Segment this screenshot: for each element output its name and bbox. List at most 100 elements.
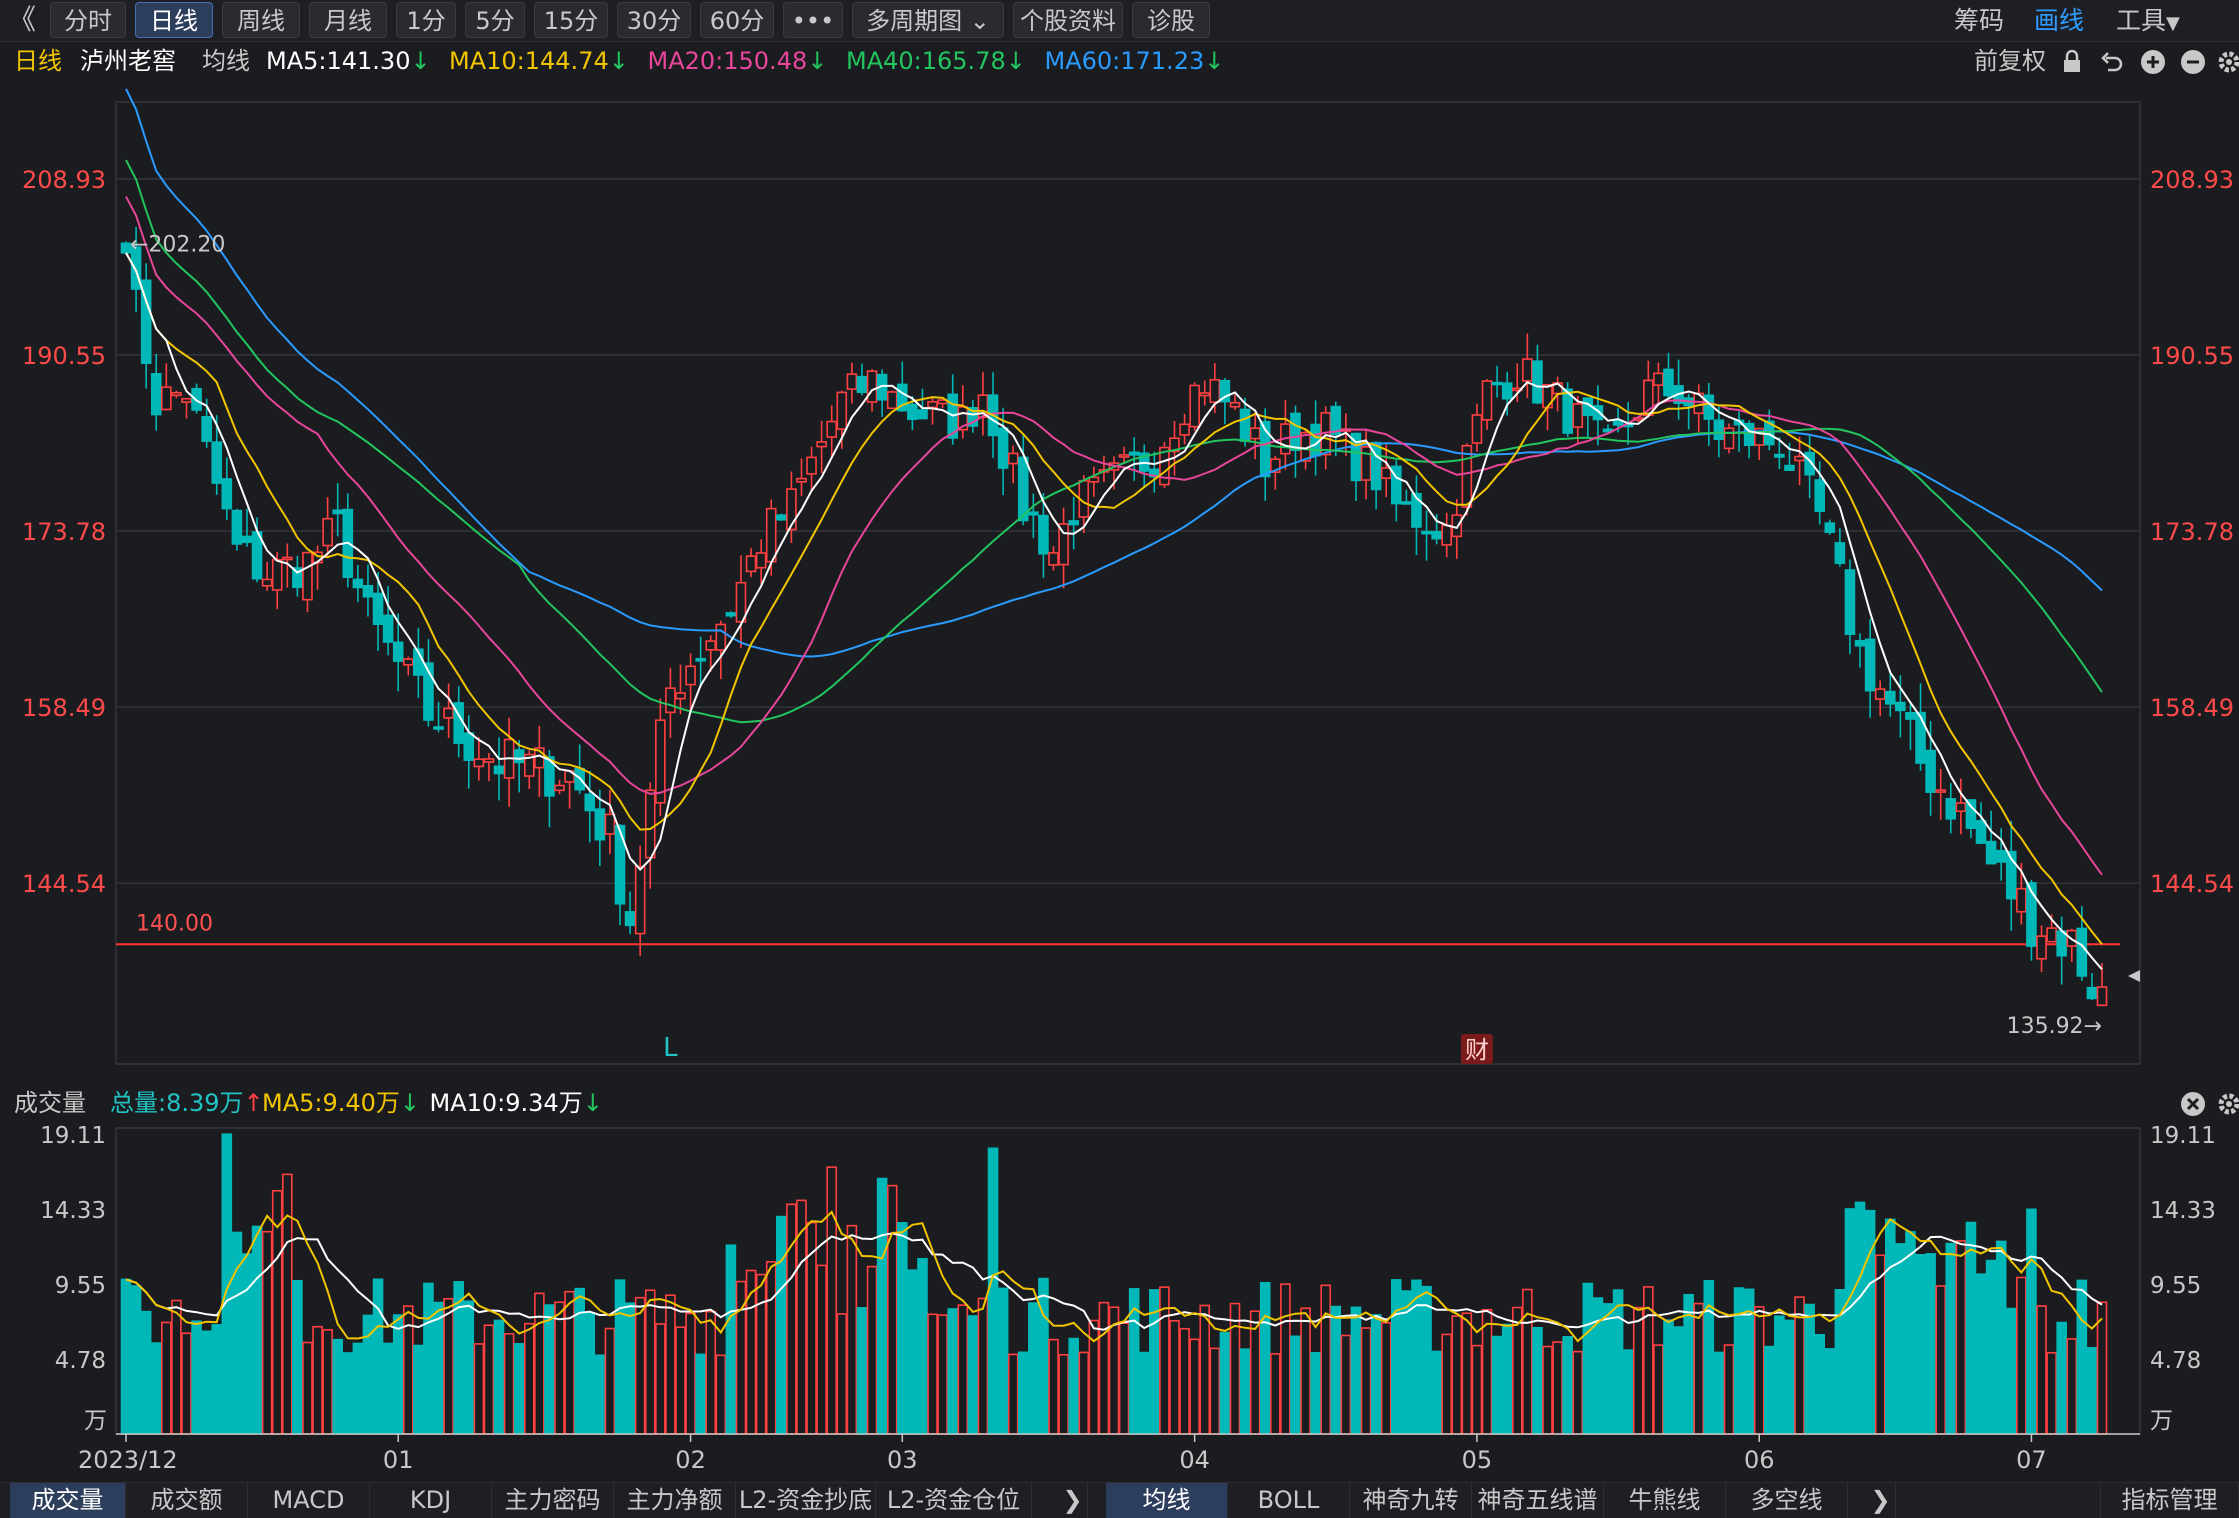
- candle[interactable]: [634, 865, 646, 935]
- candle[interactable]: [1128, 451, 1140, 456]
- candle[interactable]: [614, 824, 626, 905]
- volume-bar[interactable]: [836, 1313, 848, 1435]
- candle[interactable]: [1713, 419, 1725, 440]
- volume-bar[interactable]: [614, 1279, 626, 1435]
- volume-bar[interactable]: [413, 1344, 424, 1435]
- candle[interactable]: [957, 406, 969, 431]
- candle[interactable]: [695, 657, 706, 662]
- volume-bar[interactable]: [201, 1330, 212, 1435]
- candle[interactable]: [322, 517, 333, 547]
- volume-bar[interactable]: [1441, 1333, 1452, 1435]
- candle[interactable]: [1985, 840, 1997, 865]
- volume-bar[interactable]: [987, 1147, 999, 1435]
- volume-bar[interactable]: [554, 1301, 565, 1435]
- volume-bar[interactable]: [977, 1297, 989, 1435]
- volume-bar[interactable]: [1975, 1273, 1987, 1435]
- candle[interactable]: [1501, 382, 1513, 400]
- candle[interactable]: [483, 758, 495, 763]
- volume-bar[interactable]: [1017, 1351, 1029, 1435]
- volume-bar[interactable]: [1189, 1338, 1200, 1435]
- candle[interactable]: [221, 478, 233, 510]
- candle[interactable]: [1360, 446, 1372, 481]
- volume-bar[interactable]: [1048, 1338, 1059, 1435]
- candle[interactable]: [241, 535, 253, 544]
- candle[interactable]: [140, 279, 152, 365]
- volume-bar[interactable]: [1280, 1283, 1291, 1435]
- candle[interactable]: [1471, 414, 1483, 444]
- candle[interactable]: [1118, 454, 1130, 458]
- volume-bar[interactable]: [665, 1294, 676, 1435]
- candle[interactable]: [866, 370, 878, 403]
- volume-bar[interactable]: [1572, 1350, 1584, 1435]
- volume-bar[interactable]: [1239, 1348, 1251, 1435]
- indicator-tab-7[interactable]: L2-资金仓位: [876, 1483, 1032, 1518]
- candle[interactable]: [1249, 427, 1261, 440]
- candle[interactable]: [675, 692, 686, 700]
- candle[interactable]: [423, 662, 434, 721]
- volume-bar[interactable]: [594, 1354, 606, 1435]
- volume-bar[interactable]: [433, 1301, 444, 1435]
- volume-bar[interactable]: [161, 1321, 172, 1435]
- volume-bar[interactable]: [1169, 1319, 1180, 1435]
- candle[interactable]: [765, 507, 777, 563]
- volume-bar[interactable]: [1491, 1335, 1503, 1435]
- candle[interactable]: [1895, 701, 1906, 712]
- candle[interactable]: [624, 911, 636, 927]
- volume-bar[interactable]: [493, 1319, 505, 1435]
- candle[interactable]: [1874, 688, 1886, 700]
- volume-bar[interactable]: [292, 1279, 303, 1435]
- volume-bar[interactable]: [120, 1278, 132, 1435]
- volume-bar[interactable]: [1330, 1305, 1342, 1435]
- volume-bar[interactable]: [1431, 1350, 1442, 1435]
- candle[interactable]: [655, 719, 666, 804]
- volume-bar[interactable]: [755, 1273, 767, 1435]
- candle[interactable]: [1239, 408, 1251, 442]
- candle[interactable]: [231, 509, 243, 545]
- volume-chart[interactable]: 19.11 19.11 14.33 14.33 9.55 9.55 4.78 4.78 万 万 20…: [0, 1120, 2239, 1482]
- candle[interactable]: [1784, 464, 1795, 471]
- candle[interactable]: [1169, 437, 1180, 453]
- volume-bar[interactable]: [725, 1244, 737, 1435]
- event-marker-l[interactable]: L: [663, 1033, 678, 1063]
- volume-bar[interactable]: [927, 1313, 938, 1435]
- candle[interactable]: [433, 726, 444, 730]
- volume-bar[interactable]: [1028, 1302, 1039, 1435]
- candle[interactable]: [1058, 523, 1069, 566]
- volume-bar[interactable]: [1038, 1277, 1049, 1435]
- volume-bar[interactable]: [907, 1269, 918, 1435]
- candle[interactable]: [554, 784, 565, 792]
- volume-bar[interactable]: [655, 1323, 666, 1435]
- tools-menu[interactable]: 工具▼: [2116, 4, 2180, 41]
- volume-bar[interactable]: [150, 1342, 162, 1435]
- volume-bar[interactable]: [564, 1290, 575, 1435]
- settings-icon[interactable]: [2216, 49, 2239, 75]
- candle[interactable]: [352, 578, 364, 589]
- candle[interactable]: [1028, 511, 1039, 516]
- candle[interactable]: [1411, 492, 1422, 528]
- volume-bar[interactable]: [715, 1354, 727, 1435]
- volume-bar[interactable]: [312, 1325, 323, 1435]
- candle[interactable]: [725, 612, 737, 617]
- period-tab-7[interactable]: 30分: [617, 2, 691, 38]
- volume-bar[interactable]: [392, 1314, 404, 1435]
- candle[interactable]: [1270, 458, 1281, 473]
- period-tab-12[interactable]: 诊股: [1132, 2, 1210, 38]
- candle[interactable]: [1007, 452, 1019, 465]
- volume-bar[interactable]: [261, 1230, 273, 1435]
- volume-bar[interactable]: [2046, 1351, 2057, 1435]
- candle[interactable]: [1794, 455, 1805, 462]
- candle[interactable]: [1925, 749, 1936, 793]
- candle[interactable]: [292, 567, 303, 589]
- volume-settings-icon[interactable]: [2216, 1091, 2239, 1117]
- volume-bar[interactable]: [675, 1326, 686, 1435]
- volume-bar[interactable]: [302, 1341, 313, 1435]
- volume-bar[interactable]: [745, 1269, 757, 1435]
- period-tab-3[interactable]: 月线: [309, 2, 387, 38]
- volume-bar[interactable]: [1612, 1289, 1624, 1435]
- candle[interactable]: [443, 707, 454, 719]
- candle[interactable]: [1915, 711, 1926, 764]
- volume-bar[interactable]: [1753, 1306, 1765, 1435]
- overlay-tab-1[interactable]: BOLL: [1228, 1483, 1350, 1518]
- candle[interactable]: [1864, 638, 1876, 692]
- back-icon[interactable]: 《: [8, 3, 37, 36]
